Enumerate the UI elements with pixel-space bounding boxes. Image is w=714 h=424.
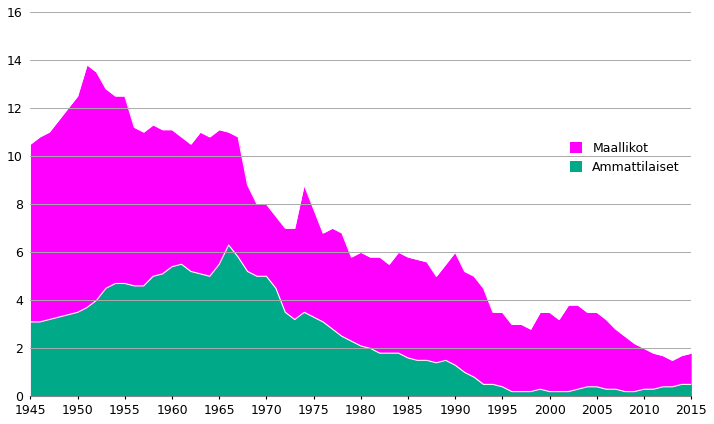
Legend: Maallikot, Ammattilaiset: Maallikot, Ammattilaiset (565, 137, 685, 179)
